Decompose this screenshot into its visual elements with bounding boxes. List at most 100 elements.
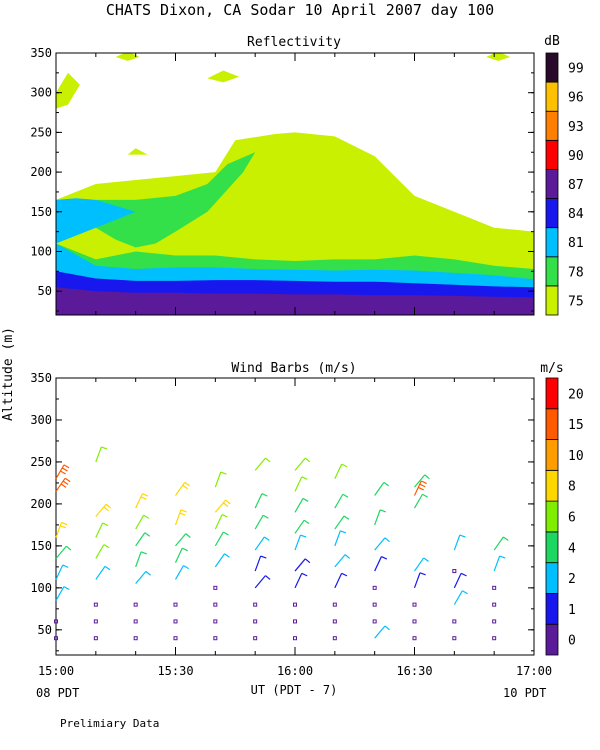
- wind-barb: [334, 515, 350, 530]
- calm-marker: [332, 619, 337, 624]
- wind-barb: [334, 463, 348, 479]
- colorbar-label: 84: [568, 207, 584, 222]
- wind-barb: [374, 509, 386, 526]
- wind-barb: [374, 625, 390, 639]
- colorbar-swatch: [545, 52, 559, 83]
- x-tick-label: 15:30: [157, 664, 193, 678]
- y-axis-label: Altitude (m): [1, 327, 16, 421]
- wind-barb: [374, 537, 390, 551]
- calm-marker: [93, 636, 98, 641]
- wind-barb: [214, 553, 230, 568]
- colorbar-swatch: [545, 469, 559, 502]
- y-tick-label: 50: [38, 284, 52, 298]
- wind-barb: [453, 534, 466, 551]
- wind-barb: [294, 457, 311, 471]
- wind-barb: [175, 481, 190, 496]
- calm-marker: [452, 569, 457, 574]
- colorbar-swatch: [545, 169, 559, 199]
- wind-barb: [334, 530, 347, 547]
- calm-marker: [372, 619, 377, 624]
- wind-barb: [294, 497, 309, 513]
- wind-barb: [135, 493, 149, 509]
- calm-marker: [452, 619, 457, 624]
- calm-marker: [173, 619, 178, 624]
- colorbar-label: 15: [568, 418, 584, 433]
- wind-barb: [214, 471, 227, 488]
- calm-marker: [173, 636, 178, 641]
- colorbar-swatch: [545, 439, 559, 471]
- wind-barb: [414, 557, 429, 572]
- wind-barb: [294, 534, 307, 551]
- wind-barb: [55, 586, 70, 601]
- wind-barb: [175, 533, 191, 547]
- calm-marker: [293, 636, 297, 641]
- y-tick-label: 150: [30, 205, 52, 219]
- wind-barb: [95, 503, 112, 517]
- wind-barb: [413, 572, 426, 589]
- calm-marker: [133, 619, 138, 624]
- colorbar-label: 90: [568, 149, 584, 164]
- colorbar-swatch: [545, 408, 559, 440]
- calm-marker: [93, 619, 98, 624]
- wind-barb: [453, 572, 467, 589]
- wind-barb: [95, 446, 108, 463]
- wind-barb: [55, 464, 70, 480]
- wind-barb: [135, 570, 151, 585]
- calm-marker: [253, 602, 258, 607]
- wind-barb: [294, 519, 310, 534]
- wind-barb: [294, 476, 308, 492]
- calm-marker: [452, 636, 457, 641]
- calm-marker: [372, 585, 377, 590]
- wind-barb: [254, 514, 269, 530]
- colorbar-label: 81: [568, 236, 584, 251]
- wind-barb: [294, 572, 308, 589]
- calm-marker: [492, 602, 497, 607]
- wind-barb: [254, 575, 271, 589]
- colorbar-label: 4: [568, 541, 576, 556]
- contour-75db: [56, 72, 80, 109]
- calm-marker: [253, 636, 258, 641]
- footer-note: Prelimiary Data: [60, 717, 159, 730]
- calm-marker: [213, 636, 218, 641]
- colorbar-label: 0: [568, 634, 576, 649]
- colorbar-swatch: [545, 139, 559, 170]
- colorbar-swatch: [545, 623, 559, 656]
- x-axis-label: UT (PDT - 7): [251, 683, 338, 697]
- wind-colorbar: 0 1 2 4 6 8 10 15 20: [545, 377, 584, 656]
- wind-barb: [413, 493, 428, 509]
- colorbar-swatch: [545, 198, 559, 229]
- contour-75db: [127, 148, 148, 155]
- colorbar-label: 93: [568, 120, 584, 135]
- y-tick-label: 100: [30, 581, 52, 595]
- colorbar-swatch: [545, 110, 559, 141]
- colorbar-label: 87: [568, 178, 584, 193]
- y-tick-label: 350: [30, 371, 52, 385]
- wind-barb: [413, 480, 427, 496]
- calm-marker: [253, 619, 258, 624]
- calm-marker: [412, 636, 417, 641]
- reflectivity-contours: [56, 53, 534, 315]
- calm-marker: [293, 602, 297, 607]
- colorbar-label: 75: [568, 294, 584, 309]
- wind-title: Wind Barbs (m/s): [231, 361, 356, 376]
- calm-marker: [54, 619, 58, 624]
- calm-marker: [372, 602, 377, 607]
- colorbar-swatch: [545, 377, 559, 410]
- colorbar-label: 1: [568, 603, 576, 618]
- x-tick-label: 17:00: [516, 664, 552, 678]
- wind-barb: [254, 457, 271, 471]
- y-tick-label: 100: [30, 244, 52, 258]
- wind-barbs: [54, 446, 509, 641]
- calm-marker: [332, 602, 337, 607]
- calm-marker: [293, 619, 297, 624]
- wind-panel: Wind Barbs (m/s) 5010015020025030035015:…: [30, 361, 583, 678]
- x-tick-label: 16:00: [277, 664, 313, 678]
- y-tick-label: 350: [30, 46, 52, 60]
- x-tick-label: 15:00: [38, 664, 74, 678]
- colorbar-label: 2: [568, 572, 576, 587]
- wind-barb: [493, 555, 506, 572]
- calm-marker: [412, 602, 417, 607]
- wind-barb: [414, 474, 430, 488]
- y-tick-label: 300: [30, 86, 52, 100]
